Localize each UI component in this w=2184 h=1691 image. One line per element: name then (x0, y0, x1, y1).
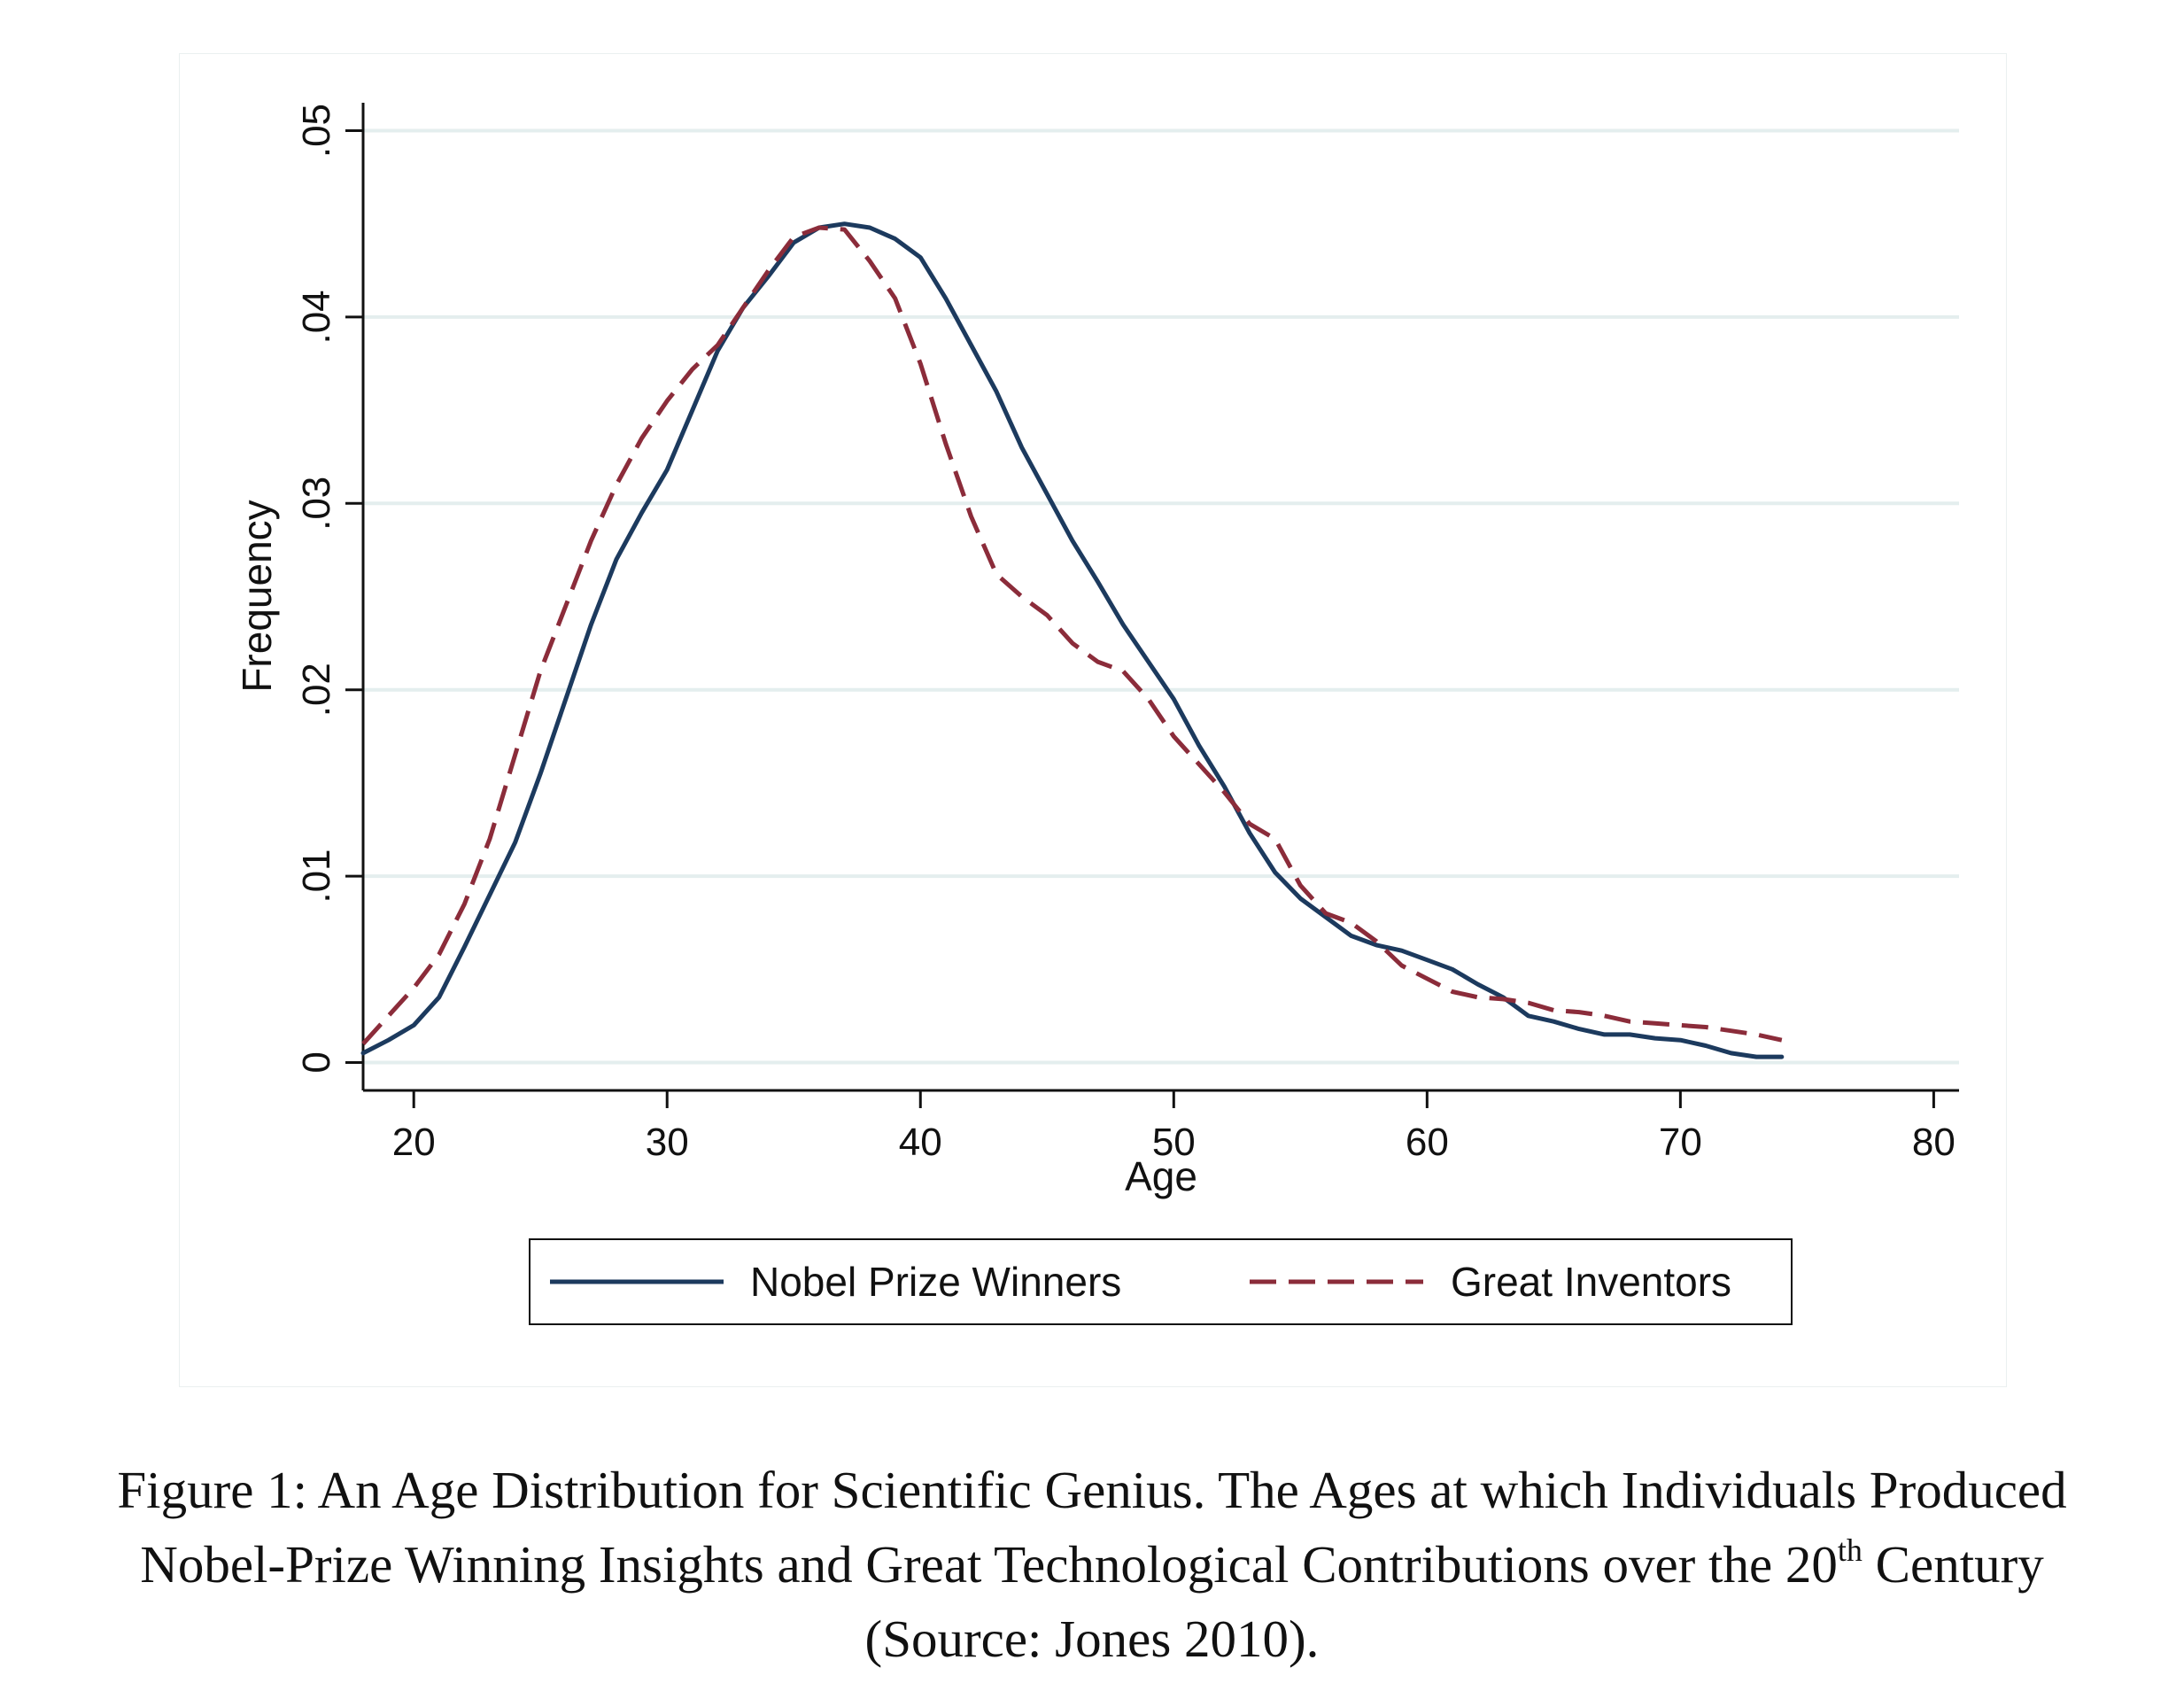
caption-line-2-text: Nobel-Prize Winning Insights and Great T… (140, 1535, 1838, 1594)
x-axis-title: Age (1125, 1153, 1197, 1199)
series-lines (360, 221, 1785, 1059)
y-tick-label-3: .03 (295, 477, 338, 531)
caption-line-3: (Source: Jones 2010). (864, 1610, 1320, 1668)
chart-area: 0 .01 .02 .03 .04 .05 20 30 40 50 60 70 80 Frequenc… (179, 53, 2007, 1387)
x-tick-label-5: 70 (1659, 1121, 1702, 1164)
x-tick-label-4: 60 (1406, 1121, 1449, 1164)
legend: Nobel Prize Winners Great Inventors (529, 1238, 1793, 1325)
y-axis-title: Frequency (234, 500, 280, 692)
x-tick-label-2: 40 (899, 1121, 942, 1164)
legend-label-nobel: Nobel Prize Winners (750, 1259, 1121, 1305)
y-axis-ticks: 0 .01 .02 .03 .04 .05 (295, 104, 363, 1074)
x-tick-label-0: 20 (392, 1121, 436, 1164)
x-axis-ticks: 20 30 40 50 60 70 80 (392, 1090, 1956, 1164)
y-tick-label-2: .02 (295, 663, 338, 717)
legend-label-inventors: Great Inventors (1451, 1259, 1731, 1305)
series-line-inventors (361, 225, 1783, 1046)
line-chart: 0 .01 .02 .03 .04 .05 20 30 40 50 60 70 80 Frequenc… (234, 103, 1959, 1325)
x-tick-label-3: 50 (1152, 1121, 1196, 1164)
gridlines (363, 128, 1959, 1065)
x-tick-label-1: 30 (646, 1121, 689, 1164)
series-line-nobel (360, 221, 1785, 1059)
y-tick-label-0: 0 (295, 1051, 338, 1073)
y-tick-label-1: .01 (295, 849, 338, 903)
legend-box (529, 1238, 1793, 1325)
caption-line-1: Figure 1: An Age Distribution for Scient… (117, 1461, 2067, 1519)
x-tick-label-6: 80 (1912, 1121, 1956, 1164)
y-tick-label-5: .05 (295, 104, 338, 158)
figure-caption: Figure 1: An Age Distribution for Scient… (0, 1453, 2184, 1676)
caption-superscript: th (1837, 1532, 1863, 1568)
caption-line-2-end: Century (1862, 1535, 2044, 1594)
y-tick-label-4: .04 (295, 290, 338, 344)
caption-line-2: Nobel-Prize Winning Insights and Great T… (0, 1527, 2184, 1602)
